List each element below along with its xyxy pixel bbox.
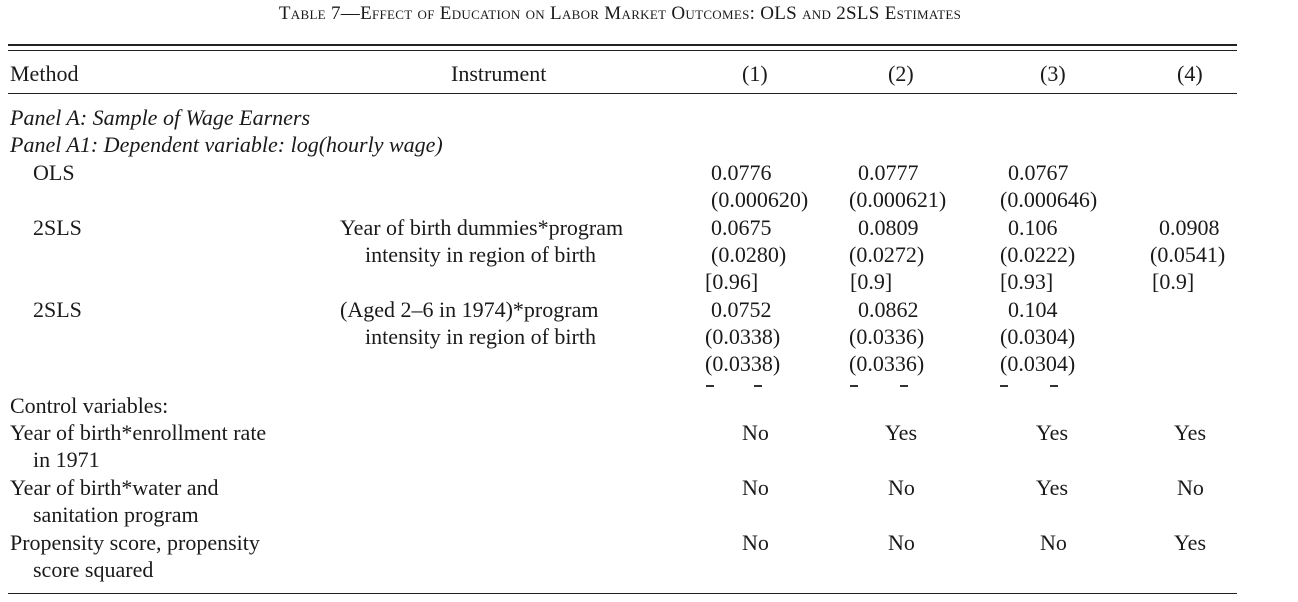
sls2-col3-se: (0.0304)	[1000, 324, 1076, 349]
ols-col3: 0.0767	[1008, 160, 1069, 185]
clipped-line-fragment	[706, 385, 1058, 387]
sls2-method: 2SLS	[33, 297, 82, 322]
ols-col2-se: (0.000621)	[849, 187, 947, 212]
sls1-col1: 0.0675	[711, 215, 772, 240]
enroll-col1: No	[742, 420, 769, 445]
bottom-rule	[8, 593, 1237, 594]
sls1-col1-bracket: [0.96]	[705, 269, 759, 294]
header-col1: (1)	[742, 61, 768, 86]
sls1-col4: 0.0908	[1159, 215, 1220, 240]
header-instrument: Instrument	[451, 61, 547, 86]
header-col2: (2)	[888, 61, 914, 86]
sls1-col2-se: (0.0272)	[849, 242, 925, 267]
ols-method: OLS	[33, 160, 75, 185]
sls2-col1-se: (0.0338)	[705, 324, 781, 349]
sls1-col1-se: (0.0280)	[711, 242, 787, 267]
sls1-col4-bracket: [0.9]	[1152, 269, 1195, 294]
sls2-col2: 0.0862	[858, 297, 919, 322]
sls2-col1-se2: (0.0338)	[705, 351, 781, 376]
header-rule	[8, 93, 1237, 94]
sls2-col3-se2: (0.0304)	[1000, 351, 1076, 376]
sls1-instrument-line1: Year of birth dummies*program	[340, 215, 624, 240]
table-title: Table 7—Effect of Education on Labor Mar…	[278, 3, 962, 24]
sls2-col2-se2: (0.0336)	[849, 351, 925, 376]
sls1-col2: 0.0809	[858, 215, 919, 240]
water-label-line1: Year of birth*water and	[10, 475, 219, 500]
top-rule	[8, 44, 1237, 46]
prop-label-line1: Propensity score, propensity	[10, 530, 260, 555]
sls2-col1: 0.0752	[711, 297, 772, 322]
panel-a1-heading: Panel A1: Dependent variable: log(hourly…	[10, 132, 443, 157]
enroll-col4: Yes	[1174, 420, 1207, 445]
ols-col3-se: (0.000646)	[1000, 187, 1098, 212]
water-col4: No	[1177, 475, 1204, 500]
enroll-col3: Yes	[1036, 420, 1069, 445]
sls2-col2-se: (0.0336)	[849, 324, 925, 349]
ols-col2: 0.0777	[858, 160, 919, 185]
sls1-col3: 0.106	[1008, 215, 1058, 240]
prop-col1: No	[742, 530, 769, 555]
prop-col3: No	[1040, 530, 1067, 555]
sls1-method: 2SLS	[33, 215, 82, 240]
sls1-instrument-line2: intensity in region of birth	[365, 242, 596, 267]
enroll-label-line2: in 1971	[33, 447, 100, 472]
sls2-instrument-line1: (Aged 2–6 in 1974)*program	[340, 297, 599, 322]
sls1-col3-bracket: [0.93]	[1000, 269, 1054, 294]
top-rule-double	[8, 50, 1237, 51]
panel-a-heading: Panel A: Sample of Wage Earners	[10, 105, 311, 130]
prop-col4: Yes	[1174, 530, 1207, 555]
ols-col1-se: (0.000620)	[711, 187, 809, 212]
sls2-col3: 0.104	[1008, 297, 1058, 322]
sls2-instrument-line2: intensity in region of birth	[365, 324, 596, 349]
water-label-line2: sanitation program	[33, 502, 199, 527]
header-col4: (4)	[1177, 61, 1203, 86]
enroll-label-line1: Year of birth*enrollment rate	[10, 420, 267, 445]
enroll-col2: Yes	[885, 420, 918, 445]
header-col3: (3)	[1040, 61, 1066, 86]
controls-heading: Control variables:	[10, 393, 169, 418]
water-col2: No	[888, 475, 915, 500]
sls1-col3-se: (0.0222)	[1000, 242, 1076, 267]
sls1-col4-se: (0.0541)	[1150, 242, 1226, 267]
water-col3: Yes	[1036, 475, 1069, 500]
prop-col2: No	[888, 530, 915, 555]
sls1-col2-bracket: [0.9]	[850, 269, 893, 294]
ols-col1: 0.0776	[711, 160, 772, 185]
header-method: Method	[10, 61, 79, 86]
prop-label-line2: score squared	[33, 557, 154, 582]
water-col1: No	[742, 475, 769, 500]
